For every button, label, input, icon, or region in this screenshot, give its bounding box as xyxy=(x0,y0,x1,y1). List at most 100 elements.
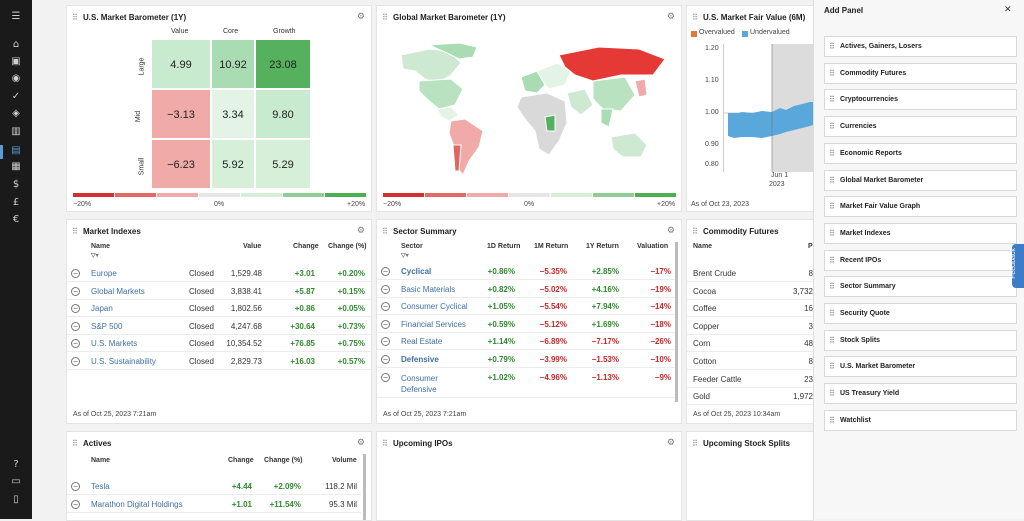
barometer-cell[interactable]: 10.92 xyxy=(211,39,255,89)
commodity-name[interactable]: Coffee xyxy=(693,304,717,314)
drag-handle-icon[interactable]: ⠿ xyxy=(829,228,835,238)
active-name[interactable]: Marathon Digital Holdings xyxy=(91,499,183,509)
remove-icon[interactable]: − xyxy=(71,286,80,296)
gear-icon[interactable]: ⚙ xyxy=(356,12,365,22)
barometer-cell[interactable]: 5.92 xyxy=(211,139,255,189)
sector-name[interactable]: Consumer Cyclical xyxy=(401,302,468,312)
remove-icon[interactable]: − xyxy=(71,499,80,509)
drag-handle-icon[interactable]: ⠿ xyxy=(382,439,388,448)
drag-handle-icon[interactable]: ⠿ xyxy=(829,42,835,51)
panel-option[interactable]: ⠿ Security Quote xyxy=(824,303,1017,324)
world-map[interactable] xyxy=(389,41,671,181)
drag-handle-icon[interactable]: ⠿ xyxy=(692,439,698,448)
drag-handle-icon[interactable]: ⠿ xyxy=(829,175,835,185)
drag-handle-icon[interactable]: ⠿ xyxy=(829,362,835,372)
table-row[interactable]: Corn 48 xyxy=(687,334,813,353)
panel-option[interactable]: ⠿ Stock Splits xyxy=(824,329,1017,351)
index-name[interactable]: U.S. Markets xyxy=(91,339,138,349)
drag-handle-icon[interactable]: ⠿ xyxy=(829,389,835,399)
col-name[interactable]: Name xyxy=(693,243,713,250)
home-icon[interactable]: ⌂ xyxy=(12,39,20,50)
col-change-pct[interactable]: Change (%) xyxy=(264,457,303,464)
commodity-name[interactable]: Feeder Cattle xyxy=(693,374,742,384)
table-row[interactable]: Gold 1,972 xyxy=(687,387,813,406)
gear-icon[interactable]: ⚙ xyxy=(666,438,675,448)
index-name[interactable]: Japan xyxy=(91,304,113,314)
gear-icon[interactable]: ⚙ xyxy=(356,226,365,236)
calendar-icon[interactable]: ▦ xyxy=(11,161,21,172)
drag-handle-icon[interactable]: ⠿ xyxy=(72,439,78,448)
remove-icon[interactable]: − xyxy=(381,372,390,382)
table-row[interactable]: Coffee 16 xyxy=(687,299,813,318)
table-row[interactable]: − U.S. Markets Closed 10,354.52 +76.85 +0.75% xyxy=(67,334,371,353)
remove-icon[interactable]: − xyxy=(71,269,80,278)
briefcase-icon[interactable]: ▣ xyxy=(11,56,21,67)
remove-icon[interactable]: − xyxy=(71,304,80,314)
remove-icon[interactable]: − xyxy=(381,267,390,276)
col-value[interactable]: Value xyxy=(243,243,262,250)
col-change[interactable]: Change xyxy=(228,457,254,464)
table-row[interactable]: Cocoa 3,732 xyxy=(687,282,813,300)
remove-icon[interactable]: − xyxy=(71,357,80,366)
table-row[interactable]: − Japan Closed 1,802.56 +0.86 +0.05% xyxy=(67,299,371,318)
chart-icon[interactable]: ▤ xyxy=(11,145,21,156)
panel-option[interactable]: ⠿ Sector Summary xyxy=(824,276,1017,298)
panel-option[interactable]: ⠿ Cryptocurrencies xyxy=(824,89,1017,111)
table-row[interactable]: Feeder Cattle 23 xyxy=(687,370,813,388)
gear-icon[interactable]: ⚙ xyxy=(356,438,365,448)
panel-option[interactable]: ⠿ Commodity Futures xyxy=(824,62,1017,84)
eye-icon[interactable]: ◉ xyxy=(11,73,21,84)
table-row[interactable]: Brent Crude 8 xyxy=(687,264,813,282)
drag-handle-icon[interactable]: ⠿ xyxy=(829,95,835,105)
drag-handle-icon[interactable]: ⠿ xyxy=(72,13,78,22)
drag-handle-icon[interactable]: ⠿ xyxy=(829,122,835,132)
drag-handle-icon[interactable]: ⠿ xyxy=(829,148,835,158)
gear-icon[interactable]: ⚙ xyxy=(666,12,675,22)
drag-handle-icon[interactable]: ⠿ xyxy=(72,227,78,236)
help-icon[interactable]: ? xyxy=(13,459,19,470)
close-icon[interactable]: ✕ xyxy=(1004,5,1012,15)
document-icon[interactable]: ▯ xyxy=(13,494,19,505)
index-name[interactable]: Global Markets xyxy=(91,286,145,296)
drag-handle-icon[interactable]: ⠿ xyxy=(829,255,835,265)
barometer-cell[interactable]: 5.29 xyxy=(255,139,311,189)
col-name[interactable]: Name xyxy=(91,243,111,250)
barometer-cell[interactable]: 4.99 xyxy=(151,39,211,89)
table-row[interactable]: Copper 3 xyxy=(687,317,813,335)
commodity-name[interactable]: Gold xyxy=(693,392,710,402)
drag-handle-icon[interactable]: ⠿ xyxy=(829,415,835,425)
drag-handle-icon[interactable]: ⠿ xyxy=(382,13,388,22)
panel-option[interactable]: ⠿ Recent IPOs xyxy=(824,249,1017,271)
panel-option[interactable]: ⠿ US Treasury Yield xyxy=(824,383,1017,405)
drag-handle-icon[interactable]: ⠿ xyxy=(829,309,835,318)
panel-option[interactable]: ⠿ Watchlist xyxy=(824,409,1017,431)
drag-handle-icon[interactable]: ⠿ xyxy=(692,13,698,22)
chat-icon[interactable]: ▭ xyxy=(11,476,21,487)
remove-icon[interactable]: − xyxy=(381,319,390,329)
barometer-cell[interactable]: 23.08 xyxy=(255,39,311,89)
menu-icon[interactable]: ☰ xyxy=(11,11,21,22)
panel-option[interactable]: ⠿ U.S. Market Barometer xyxy=(824,356,1017,378)
table-row[interactable]: − Basic Materials +0.82% −5.02% +4.16% −19% xyxy=(377,280,677,298)
active-name[interactable]: Tesla xyxy=(91,482,110,491)
commodity-name[interactable]: Cotton xyxy=(693,357,717,366)
pound-icon[interactable]: £ xyxy=(12,197,20,208)
remove-icon[interactable]: − xyxy=(381,302,390,312)
commodity-name[interactable]: Cocoa xyxy=(693,286,717,296)
remove-icon[interactable]: − xyxy=(71,321,80,331)
table-row[interactable]: − Cyclical +0.86% −5.35% +2.85% −17% xyxy=(377,262,677,280)
sort-icon[interactable]: ▽▾ xyxy=(401,253,409,259)
scrollbar[interactable] xyxy=(363,454,366,520)
sort-icon[interactable]: ▽▾ xyxy=(91,253,99,259)
fair-value-chart[interactable] xyxy=(723,44,816,172)
col-sector[interactable]: Sector xyxy=(401,243,423,250)
col-1m[interactable]: 1M Return xyxy=(534,243,569,250)
panel-option[interactable]: ⠿ Actives, Gainers, Losers xyxy=(824,36,1017,57)
sector-name[interactable]: Financial Services xyxy=(401,319,466,329)
commodity-name[interactable]: Copper xyxy=(693,321,720,331)
table-row[interactable]: − Europe Closed 1,529.48 +3.01 +0.20% xyxy=(67,264,371,282)
table-row[interactable]: − U.S. Sustainability Closed 2,829.73 +16.03… xyxy=(67,352,371,370)
drag-handle-icon[interactable]: ⠿ xyxy=(692,227,698,236)
dollar-icon[interactable]: $ xyxy=(12,179,20,190)
table-row[interactable]: Cotton 8 xyxy=(687,352,813,370)
